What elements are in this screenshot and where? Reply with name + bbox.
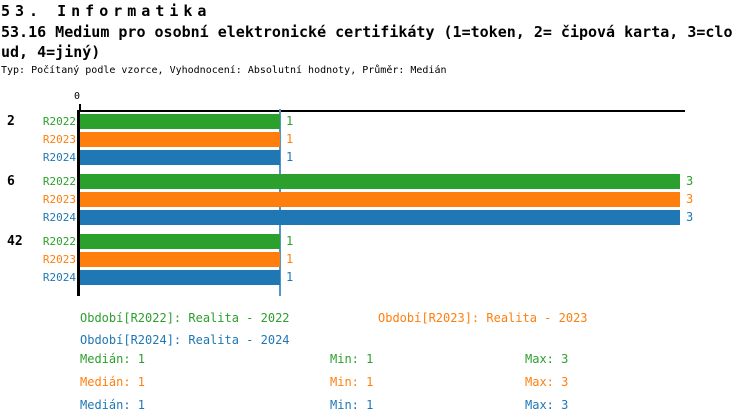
bar xyxy=(80,132,280,147)
category-label: 6 xyxy=(7,174,15,189)
bar-value-label: 1 xyxy=(286,234,294,248)
bar xyxy=(80,210,680,225)
series-year-label: R2024 xyxy=(42,151,76,164)
bar-chart-canvas: 0 2 R2022 1 R2023 1 R2024 1 6 R2022 3 R2023 3 R2024 3… xyxy=(0,88,750,303)
chart-title-line-2: ud, 4=jiný) xyxy=(1,43,101,61)
series-year-label: R2022 xyxy=(42,175,76,188)
series-year-label: R2023 xyxy=(42,193,76,206)
bar xyxy=(80,150,280,165)
stat-max-r2023: Max: 3 xyxy=(525,375,569,389)
chart-section-title: 53. Informatika xyxy=(1,2,212,20)
legend-item-r2022: Období[R2022]: Realita - 2022 xyxy=(80,311,290,325)
series-year-label: R2023 xyxy=(42,133,76,146)
series-year-label: R2023 xyxy=(42,253,76,266)
bar-value-label: 1 xyxy=(286,252,294,266)
stat-median-r2023: Medián: 1 xyxy=(80,375,146,389)
series-year-label: R2024 xyxy=(42,271,76,284)
stat-max-r2024: Max: 3 xyxy=(525,398,569,412)
stat-min-r2022: Min: 1 xyxy=(330,352,374,366)
stat-min-r2024: Min: 1 xyxy=(330,398,374,412)
bar-value-label: 3 xyxy=(686,174,694,188)
bar xyxy=(80,114,280,129)
series-year-label: R2024 xyxy=(42,211,76,224)
stat-median-r2022: Medián: 1 xyxy=(80,352,146,366)
x-axis-tick xyxy=(79,104,81,111)
x-axis-zero-tick-label: 0 xyxy=(74,91,81,102)
stat-min-r2023: Min: 1 xyxy=(330,375,374,389)
bar-value-label: 1 xyxy=(286,150,294,164)
bar xyxy=(80,252,280,267)
bar xyxy=(80,192,680,207)
bar-value-label: 3 xyxy=(686,192,694,206)
bar xyxy=(80,234,280,249)
series-year-label: R2022 xyxy=(42,115,76,128)
bar-value-label: 1 xyxy=(286,132,294,146)
stat-max-r2022: Max: 3 xyxy=(525,352,569,366)
bar-value-label: 1 xyxy=(286,114,294,128)
bar-value-label: 1 xyxy=(286,270,294,284)
bar xyxy=(80,174,680,189)
y-axis-line xyxy=(77,110,80,296)
x-axis-line xyxy=(77,110,685,112)
bar xyxy=(80,270,280,285)
category-label: 42 xyxy=(7,234,23,249)
bar-value-label: 3 xyxy=(686,210,694,224)
legend-item-r2023: Období[R2023]: Realita - 2023 xyxy=(378,311,588,325)
chart-title-line-1: 53.16 Medium pro osobní elektronické cer… xyxy=(1,23,733,41)
legend-item-r2024: Období[R2024]: Realita - 2024 xyxy=(80,333,290,347)
chart-meta-line: Typ: Počítaný podle vzorce, Vyhodnocení:… xyxy=(1,65,447,76)
category-label: 2 xyxy=(7,114,15,129)
stat-median-r2024: Medián: 1 xyxy=(80,398,146,412)
series-year-label: R2022 xyxy=(42,235,76,248)
